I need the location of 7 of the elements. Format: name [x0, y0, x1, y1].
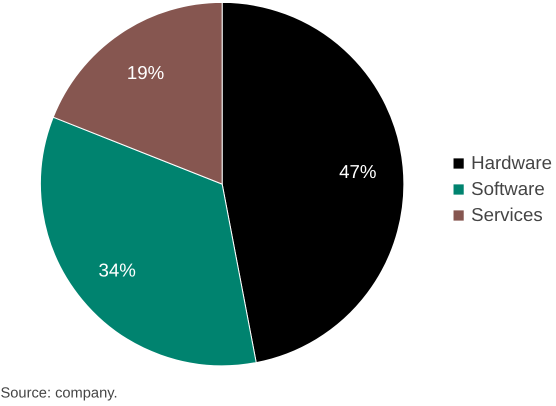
- legend-label: Hardware: [471, 152, 552, 174]
- data-label: 19%: [126, 62, 164, 83]
- data-label: 34%: [98, 260, 136, 281]
- legend-label: Services: [471, 204, 543, 226]
- source-note: Source: company.: [0, 386, 118, 402]
- legend-label: Software: [471, 178, 545, 200]
- data-label: 47%: [339, 160, 377, 182]
